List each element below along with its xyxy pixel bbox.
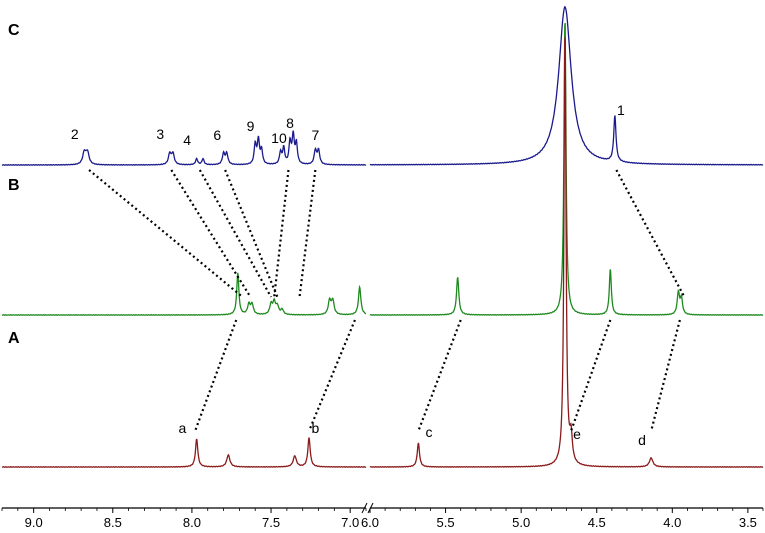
peak-label: 8 xyxy=(286,115,294,131)
correlation-line xyxy=(88,169,244,298)
peak-label: 9 xyxy=(247,118,255,134)
x-tick-label: 7.5 xyxy=(262,515,280,530)
spectrum-C-line-left xyxy=(1,130,367,166)
correlation-line xyxy=(194,319,238,432)
x-tick-label: 9.0 xyxy=(25,515,43,530)
x-tick-label: 4.5 xyxy=(588,515,606,530)
x-tick-label: 5.5 xyxy=(437,515,455,530)
peak-label: 10 xyxy=(271,130,287,146)
panel-label-B: B xyxy=(8,177,20,194)
x-tick-label: 7.0 xyxy=(341,515,359,530)
x-tick-label: 8.5 xyxy=(104,515,122,530)
spectrum-B xyxy=(1,22,764,316)
peak-label: 4 xyxy=(183,132,191,148)
correlation-line xyxy=(615,169,686,298)
peak-label: 1 xyxy=(617,102,625,118)
spectrum-B-line-left xyxy=(1,272,367,316)
peak-label: 3 xyxy=(156,126,164,142)
peak-label: c xyxy=(425,424,432,440)
correlation-line xyxy=(569,319,612,432)
peak-label: b xyxy=(311,420,319,436)
x-tick-label: 5.0 xyxy=(512,515,530,530)
x-tick-label: 3.5 xyxy=(739,515,757,530)
peak-label: 7 xyxy=(311,127,319,143)
correlation-line xyxy=(198,169,273,298)
peak-label: a xyxy=(179,420,187,436)
panel-label-A: A xyxy=(8,330,20,347)
x-tick-label: 6.0 xyxy=(361,515,379,530)
peak-label: 2 xyxy=(71,126,79,142)
correlation-line xyxy=(308,319,356,432)
correlation-line xyxy=(650,319,681,432)
panel-label-C: C xyxy=(8,22,20,39)
spectrum-C-line-right xyxy=(369,6,764,166)
peak-label: e xyxy=(573,426,581,442)
correlation-line xyxy=(224,169,279,298)
axis-break-mark xyxy=(361,502,368,514)
correlation-line xyxy=(298,169,317,298)
correlation-line xyxy=(417,319,462,432)
correlation-line xyxy=(273,169,290,298)
spectrum-A-line-left xyxy=(1,437,367,468)
peak-label: 6 xyxy=(213,127,221,143)
spectrum-C xyxy=(1,6,764,166)
spectrum-A-line-right xyxy=(369,37,764,468)
peak-label: d xyxy=(638,432,646,448)
x-tick-label: 4.0 xyxy=(663,515,681,530)
x-tick-label: 8.0 xyxy=(183,515,201,530)
spectrum-A xyxy=(1,37,764,468)
